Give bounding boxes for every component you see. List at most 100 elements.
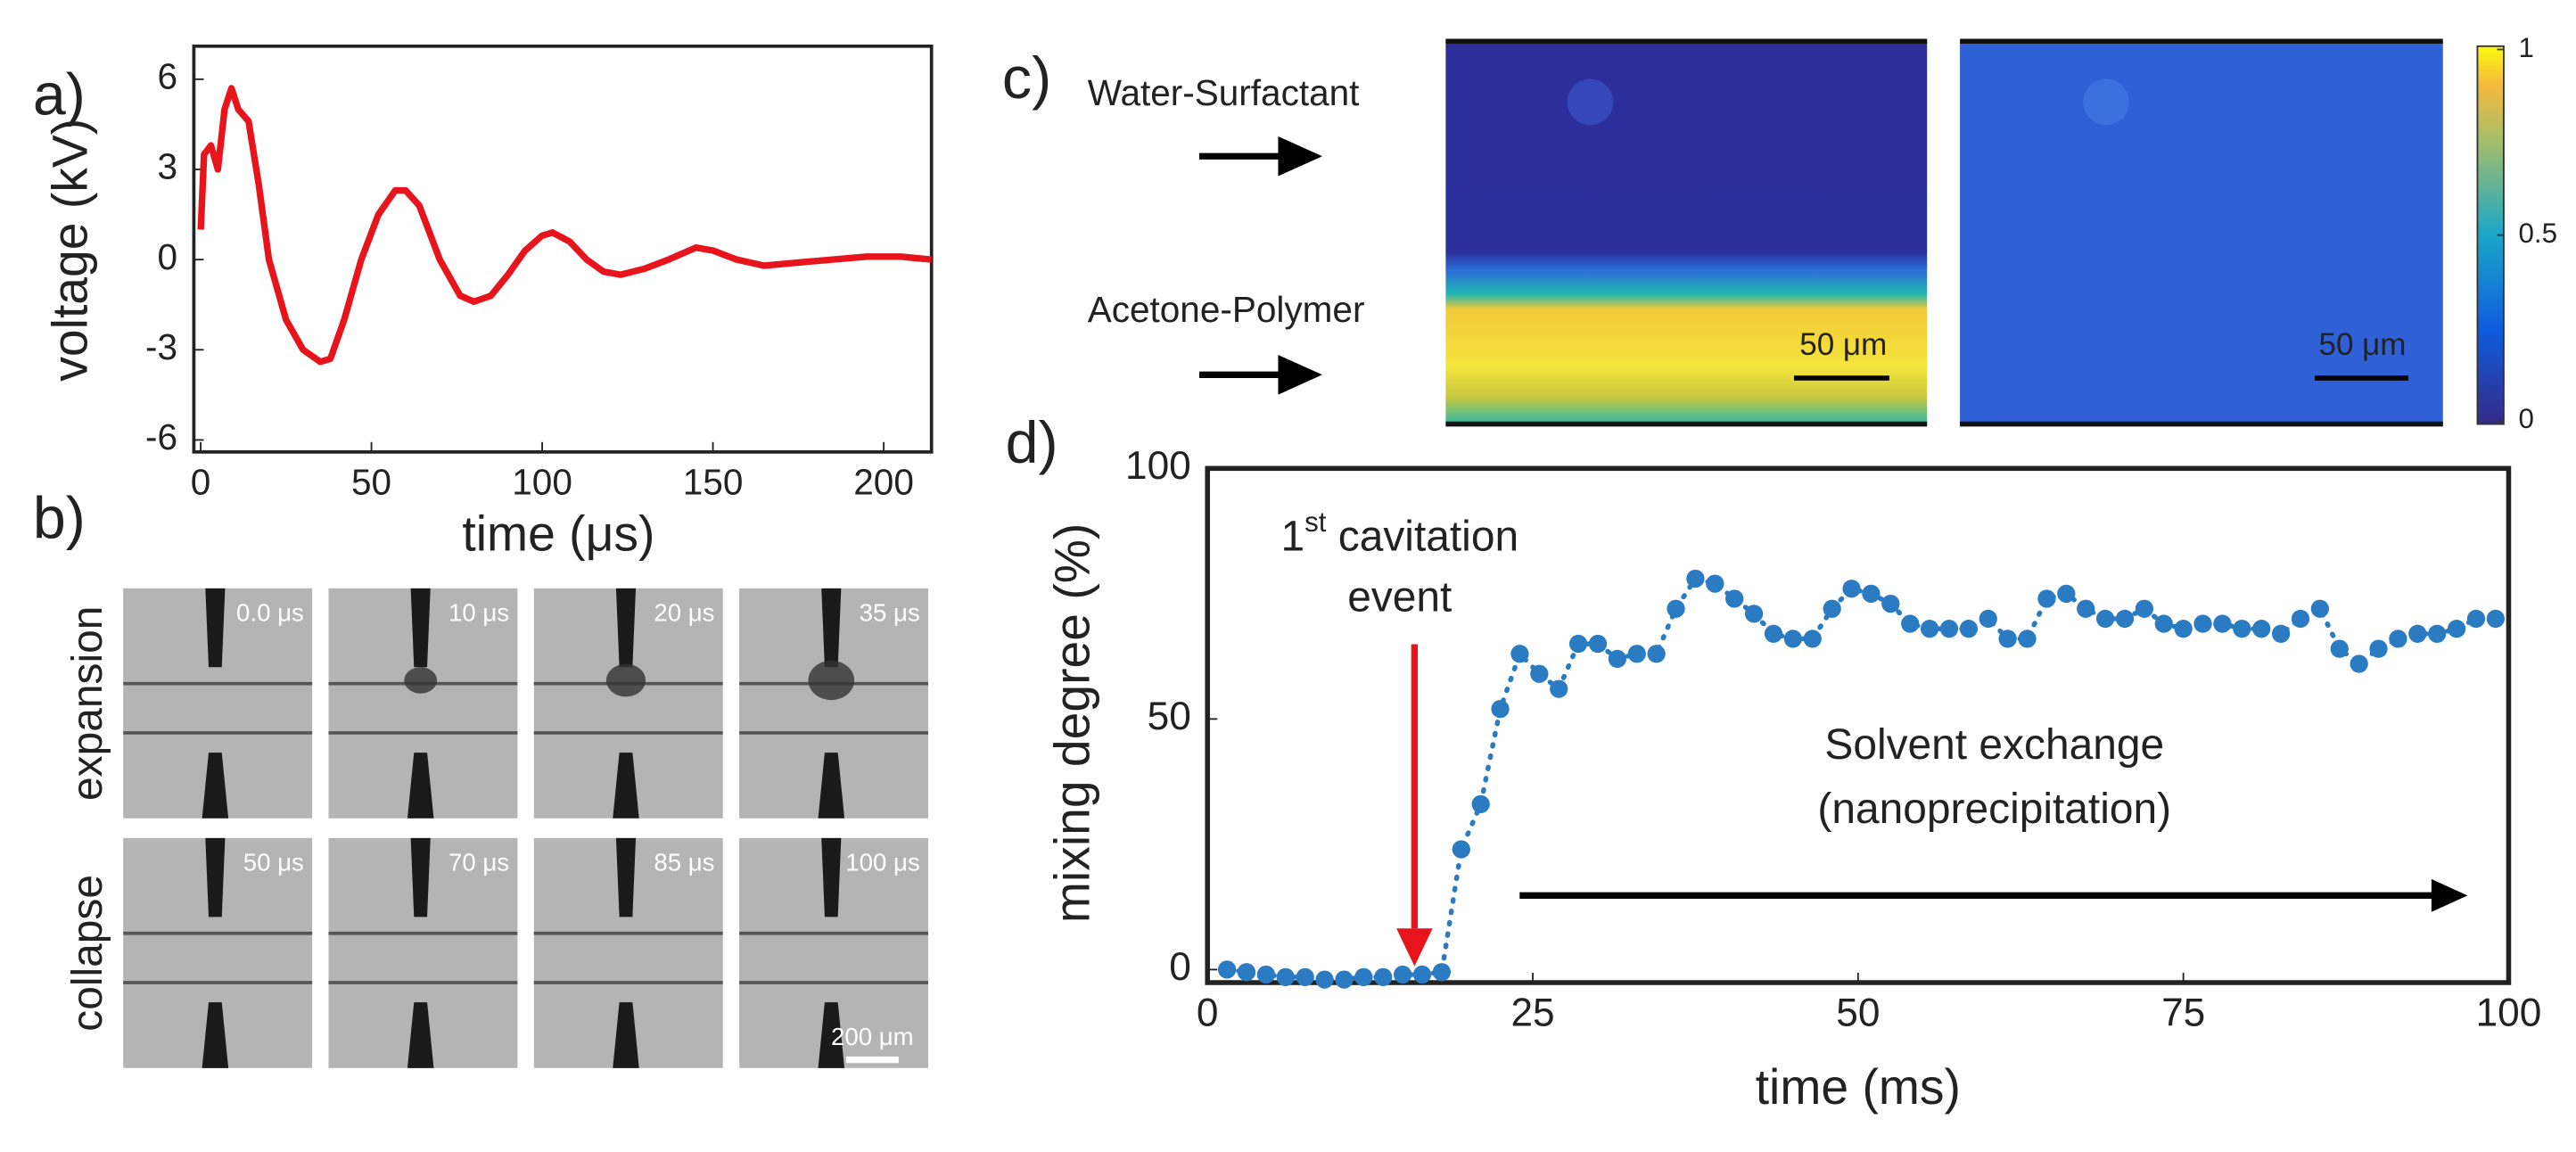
data-point — [1315, 970, 1334, 989]
y-tick-label: 50 — [1148, 695, 1191, 738]
panel-label: a) — [33, 62, 86, 128]
frame-time: 0.0 μs — [236, 599, 304, 627]
channel — [533, 931, 723, 984]
data-point — [2466, 609, 2486, 629]
channel — [123, 681, 313, 735]
data-point — [1412, 965, 1432, 984]
arrow — [1199, 355, 1322, 395]
data-point — [1862, 584, 1881, 603]
frame-time: 10 μs — [449, 599, 509, 627]
data-point — [1725, 589, 1744, 608]
x-axis-label: time (ms) — [1756, 1059, 1961, 1115]
data-point — [1647, 645, 1666, 663]
data-point — [1568, 634, 1588, 654]
red-arrow-head — [1396, 928, 1433, 967]
data-point — [2095, 609, 2115, 629]
scale-label: 50 μm — [2318, 327, 2406, 362]
y-tick-label: 0 — [157, 236, 177, 277]
data-point — [1432, 963, 1452, 982]
data-point — [1608, 649, 1627, 669]
colorbar-tick-label: 1 — [2519, 32, 2534, 63]
bubble — [605, 663, 646, 697]
note: (nanoprecipitation) — [1817, 786, 2171, 833]
frame-time: 70 μs — [449, 849, 509, 876]
electrode — [818, 753, 845, 819]
data-point — [1823, 599, 1841, 618]
colorbar-tick-label: 0 — [2519, 403, 2534, 434]
data-point — [2271, 624, 2291, 643]
data-point — [1237, 963, 1256, 982]
data-point — [1276, 967, 1295, 986]
data-point — [1744, 605, 1764, 623]
data-point — [2193, 614, 2212, 633]
annotation-text: 1 — [1280, 513, 1304, 560]
electrode — [202, 753, 229, 819]
data-point — [2174, 620, 2193, 638]
data-point — [1764, 624, 1783, 643]
data-point — [2408, 624, 2427, 643]
data-point — [2213, 614, 2232, 633]
y-tick-label: 100 — [1125, 444, 1191, 488]
annotation-text: st — [1304, 506, 1327, 538]
data-point — [1998, 629, 2017, 648]
data-point — [1842, 580, 1861, 598]
data-point — [1706, 574, 1724, 593]
arrow-head — [2431, 878, 2468, 912]
electrode — [407, 753, 434, 819]
x-tick-label: 100 — [512, 461, 572, 502]
frame-time: 50 μs — [243, 849, 304, 876]
data-point — [1510, 645, 1529, 663]
data-point — [1374, 967, 1393, 986]
data-point — [2369, 639, 2388, 658]
channel — [739, 931, 928, 984]
x-tick-label: 0 — [191, 461, 211, 502]
data-point — [2077, 599, 2095, 618]
data-point — [1256, 965, 1276, 984]
x-tick-label: 100 — [2476, 992, 2542, 1035]
blob — [1567, 78, 1614, 126]
electrode — [202, 1002, 229, 1068]
bubble — [404, 667, 438, 694]
scale-label: 200 μm — [831, 1023, 914, 1050]
data-line — [197, 85, 933, 366]
data-point — [1667, 599, 1685, 618]
data-point — [1393, 965, 1412, 984]
y-tick-label: 6 — [157, 56, 177, 97]
data-point — [1550, 679, 1568, 698]
data-point — [1939, 620, 1959, 638]
inlet-label: Water-Surfactant — [1088, 72, 1360, 113]
data-point — [2486, 609, 2505, 629]
electrode — [818, 1002, 845, 1068]
electrode — [613, 753, 639, 819]
data-point — [1354, 967, 1373, 986]
data-point — [2252, 620, 2271, 638]
bubble — [808, 660, 855, 701]
panel-label: b) — [33, 486, 86, 552]
data-point — [2057, 584, 2076, 603]
electrode — [615, 588, 637, 668]
annotation: event — [1347, 573, 1452, 621]
data-point — [2154, 614, 2173, 633]
data-point — [1588, 634, 1608, 654]
data-point — [1783, 629, 1803, 648]
electrode — [407, 1002, 434, 1068]
frame-time: 100 μs — [845, 849, 920, 876]
y-tick-label: -6 — [145, 416, 177, 457]
x-tick-label: 50 — [351, 461, 391, 502]
row-label: expansion — [64, 606, 111, 801]
note: Solvent exchange — [1824, 721, 2164, 769]
plot-frame — [192, 44, 934, 454]
data-point — [1530, 664, 1549, 683]
annotation-text: cavitation — [1326, 513, 1518, 560]
data-point — [1296, 967, 1314, 986]
data-point — [1803, 629, 1822, 648]
electrode — [410, 837, 431, 917]
data-point — [2310, 599, 2330, 618]
data-point — [1920, 620, 1939, 638]
heatmap — [1960, 41, 2443, 424]
scale-label: 50 μm — [1799, 327, 1887, 362]
y-axis-label: voltage (kV) — [43, 119, 98, 382]
frame-time: 35 μs — [860, 599, 920, 627]
electrode — [821, 837, 842, 917]
electrode — [205, 588, 226, 668]
